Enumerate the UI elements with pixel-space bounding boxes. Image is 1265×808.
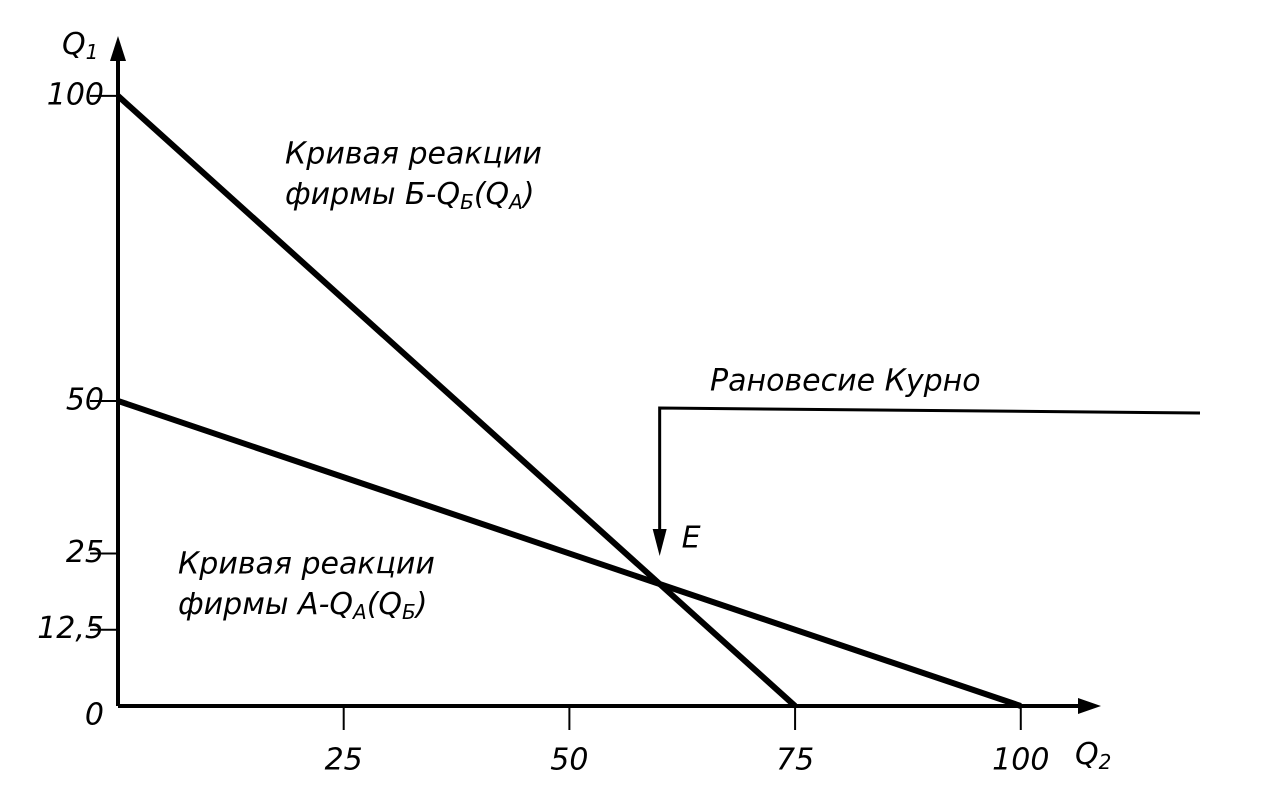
reaction-curve — [117, 398, 1022, 709]
equilibrium-arrow — [652, 528, 667, 556]
y-tick-label: 100 — [47, 77, 104, 112]
subscript: 2 — [1099, 750, 1112, 774]
y-axis-label: Q1 — [62, 27, 98, 64]
text-part: ) — [414, 587, 428, 622]
x-tick-label: 75 — [776, 743, 814, 778]
y-axis-arrow — [110, 36, 126, 61]
subscript: 1 — [86, 40, 99, 64]
text-part: Q — [62, 27, 86, 62]
subscript: A — [507, 190, 523, 214]
text-part: Q — [1075, 737, 1099, 772]
y-tick-label: 25 — [66, 535, 104, 570]
subscript: Б — [402, 600, 416, 624]
text-part: ) — [521, 177, 535, 212]
subscript: A — [351, 600, 367, 624]
curve-label: фирмы Б-QБ(QA) — [285, 177, 535, 214]
x-axis-arrow — [1078, 698, 1101, 714]
equilibrium-pointer — [658, 406, 1201, 534]
x-tick-label: 50 — [550, 743, 588, 778]
x-tick-label: 25 — [325, 743, 363, 778]
curve-label: Кривая реакции — [178, 547, 435, 582]
text-part: (Q — [474, 177, 509, 212]
y-tick-label: 12,5 — [37, 611, 104, 646]
subscript: Б — [460, 190, 474, 214]
text-part: фирмы A-Q — [178, 587, 353, 622]
text-part: фирмы Б-Q — [285, 177, 460, 212]
x-tick-label: 100 — [992, 743, 1049, 778]
curve-label: Кривая реакции — [285, 137, 542, 172]
y-tick-label: 0 — [85, 698, 104, 733]
x-axis-label: Q2 — [1075, 737, 1111, 774]
curve-label: фирмы A-QA(QБ) — [178, 587, 427, 624]
text-part: (Q — [367, 587, 402, 622]
reaction-curve — [115, 93, 798, 709]
equilibrium-title: Рановесие Курно — [710, 364, 981, 399]
equilibrium-label: E — [682, 520, 701, 555]
y-tick-label: 50 — [66, 382, 104, 417]
